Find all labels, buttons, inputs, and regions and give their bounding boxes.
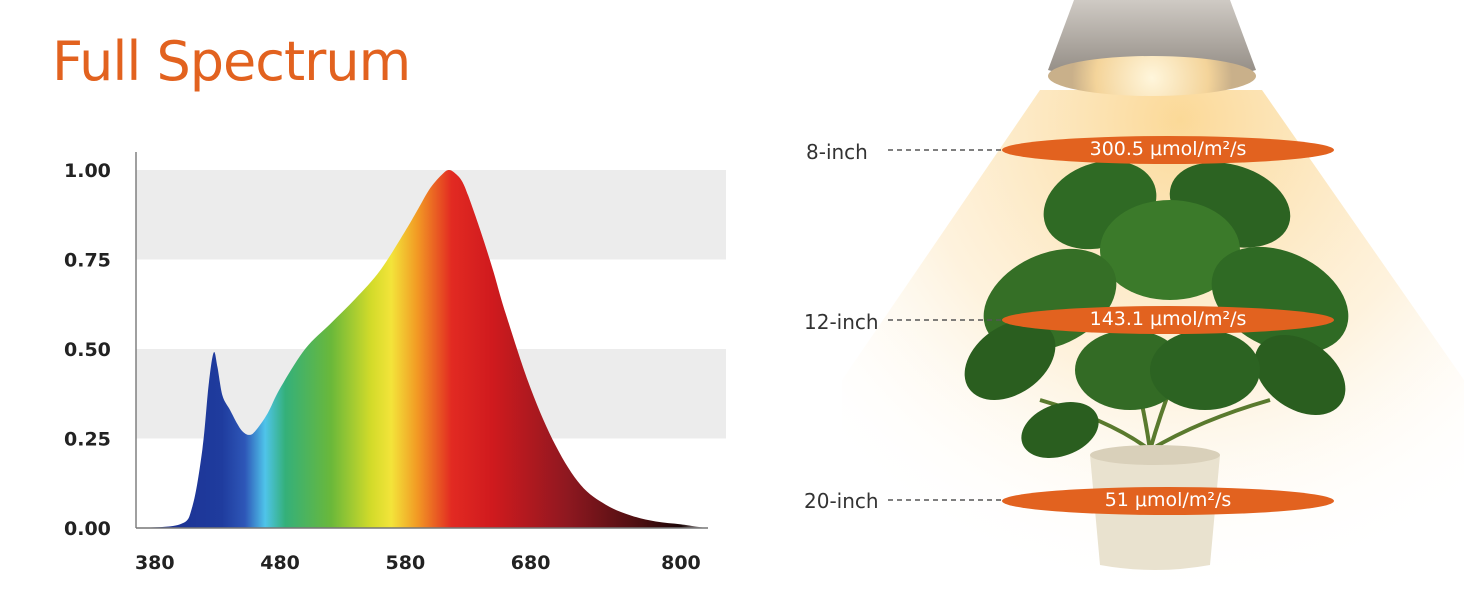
y-tick-labels: 0.00 0.25 0.50 0.75 1.00 [64, 160, 111, 540]
y-tick-label: 0.25 [64, 429, 111, 451]
ppfd-value-12-inch: 143.1 μmol/m²/s [1089, 308, 1247, 330]
ppfd-ellipse-20-inch [1002, 487, 1334, 515]
lamp-face [1048, 56, 1256, 96]
x-tick-label: 800 [661, 552, 701, 574]
ppfd-value-20-inch: 51 μmol/m²/s [1104, 489, 1232, 511]
grow-light-illustration [842, 0, 1464, 580]
distance-label-12-inch: 12-inch [804, 310, 879, 334]
ppfd-value-8-inch: 300.5 μmol/m²/s [1089, 138, 1247, 160]
x-tick-label: 380 [135, 552, 175, 574]
x-tick-label: 480 [260, 552, 300, 574]
x-tick-label: 680 [511, 552, 551, 574]
ppfd-ellipse-8-inch [1002, 136, 1334, 164]
ppfd-ellipse-12-inch [1002, 306, 1334, 334]
distance-label-8-inch: 8-inch [806, 140, 868, 164]
y-tick-label: 0.50 [64, 339, 111, 361]
x-tick-label: 580 [386, 552, 426, 574]
y-tick-label: 0.00 [64, 518, 111, 540]
y-tick-label: 0.75 [64, 250, 111, 272]
y-tick-label: 1.00 [64, 160, 111, 182]
spectrum-area [136, 170, 706, 528]
page-title: Full Spectrum [52, 30, 411, 93]
x-tick-labels: 380 480 580 680 800 [135, 552, 701, 574]
distance-label-20-inch: 20-inch [804, 489, 879, 513]
